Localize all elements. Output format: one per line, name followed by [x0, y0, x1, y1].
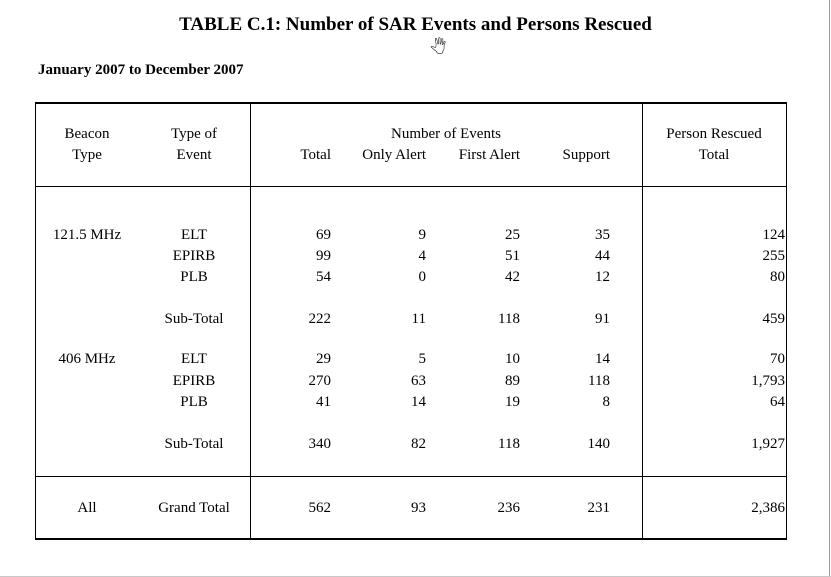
reporting-period: January 2007 to December 2007	[38, 62, 244, 78]
header-total: Total	[300, 147, 331, 163]
event-type: EPIRB	[172, 373, 216, 389]
only-alert-cell: 63	[411, 373, 426, 389]
first-alert-cell: 10	[505, 351, 520, 367]
support-cell: 8	[602, 394, 611, 410]
event-type: PLB	[180, 394, 208, 410]
total-cell: 340	[308, 436, 332, 452]
table-top-rule	[35, 102, 787, 104]
first-alert-cell: 118	[498, 436, 520, 452]
event-type: ELT	[180, 227, 208, 243]
total-cell: 29	[316, 351, 331, 367]
header-persons-rescued-line1: Person Rescued	[666, 126, 762, 142]
column-divider-persons	[642, 102, 643, 540]
first-alert-cell: 89	[505, 373, 520, 389]
only-alert-cell: 4	[418, 248, 427, 264]
total-cell: 562	[308, 500, 332, 516]
only-alert-cell: 93	[411, 500, 426, 516]
first-alert-cell: 118	[498, 311, 520, 327]
persons-rescued-cell: 1,927	[751, 436, 785, 452]
header-beacon-type-line2: Type	[72, 147, 102, 163]
total-cell: 222	[308, 311, 332, 327]
persons-rescued-cell: 255	[762, 248, 786, 264]
first-alert-cell: 236	[497, 500, 521, 516]
column-divider-events	[250, 102, 251, 540]
beacon-type-label: 406 MHz	[58, 351, 116, 367]
total-cell: 99	[316, 248, 331, 264]
only-alert-cell: 14	[411, 394, 426, 410]
header-persons-rescued-line2: Total	[698, 147, 730, 163]
only-alert-cell: 9	[418, 227, 427, 243]
event-type: PLB	[180, 269, 208, 285]
header-first-alert: First Alert	[458, 147, 520, 163]
support-cell: 118	[588, 373, 610, 389]
persons-rescued-cell: 1,793	[751, 373, 785, 389]
total-cell: 270	[308, 373, 332, 389]
total-cell: 54	[316, 269, 331, 285]
support-cell: 231	[587, 500, 611, 516]
table-right-border	[786, 102, 787, 540]
event-type: ELT	[180, 351, 208, 367]
support-cell: 12	[595, 269, 610, 285]
support-cell: 14	[595, 351, 610, 367]
table-title: TABLE C.1: Number of SAR Events and Pers…	[179, 14, 652, 35]
beacon-type-label: All	[77, 500, 97, 516]
event-type: Sub-Total	[164, 436, 224, 452]
table-bottom-rule	[35, 538, 787, 540]
only-alert-cell: 11	[411, 311, 426, 327]
header-number-of-events: Number of Events	[391, 126, 501, 142]
hand-cursor-icon: 🖑	[430, 40, 447, 56]
persons-rescued-cell: 64	[770, 394, 785, 410]
beacon-type-label: 121.5 MHz	[52, 227, 122, 243]
header-support: Support	[562, 147, 610, 163]
first-alert-cell: 42	[505, 269, 520, 285]
persons-rescued-cell: 2,386	[751, 500, 785, 516]
header-only-alert: Only Alert	[362, 147, 426, 163]
event-type: EPIRB	[172, 248, 216, 264]
grand-total-top-rule	[35, 476, 787, 477]
only-alert-cell: 82	[411, 436, 426, 452]
event-type: Grand Total	[158, 500, 230, 516]
first-alert-cell: 19	[505, 394, 520, 410]
support-cell: 35	[595, 227, 610, 243]
support-cell: 44	[595, 248, 610, 264]
support-cell: 140	[587, 436, 611, 452]
total-cell: 41	[316, 394, 331, 410]
persons-rescued-cell: 80	[770, 269, 785, 285]
only-alert-cell: 0	[418, 269, 427, 285]
event-type: Sub-Total	[164, 311, 224, 327]
header-beacon-type-line1: Beacon	[64, 126, 110, 142]
page-edge-right	[829, 0, 830, 577]
total-cell: 69	[316, 227, 331, 243]
first-alert-cell: 51	[505, 248, 520, 264]
header-event-type-line1: Type of	[170, 126, 218, 142]
persons-rescued-cell: 459	[762, 311, 786, 327]
support-cell: 91	[595, 311, 610, 327]
persons-rescued-cell: 124	[762, 227, 786, 243]
persons-rescued-cell: 70	[770, 351, 785, 367]
table-left-border	[35, 102, 36, 540]
first-alert-cell: 25	[505, 227, 520, 243]
only-alert-cell: 5	[418, 351, 427, 367]
header-bottom-rule	[35, 186, 787, 187]
header-event-type-line2: Event	[176, 147, 212, 163]
